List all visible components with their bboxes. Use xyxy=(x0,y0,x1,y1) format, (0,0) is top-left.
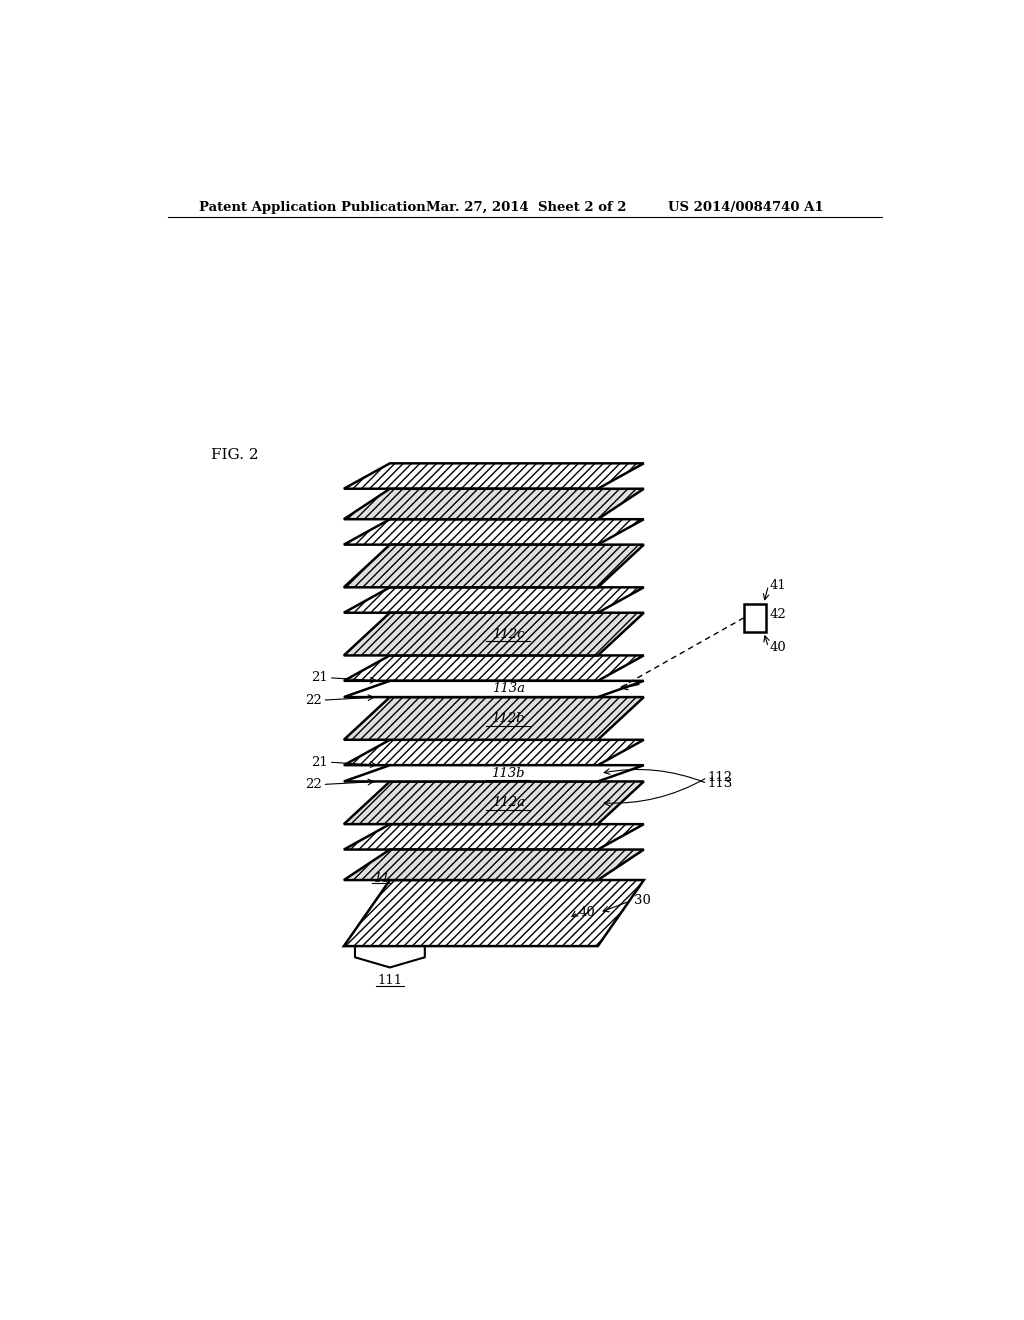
Text: 41: 41 xyxy=(770,578,786,591)
Text: 112b: 112b xyxy=(492,711,525,725)
Text: US 2014/0084740 A1: US 2014/0084740 A1 xyxy=(668,201,823,214)
Polygon shape xyxy=(344,587,644,612)
Polygon shape xyxy=(344,656,644,681)
Text: 40: 40 xyxy=(579,906,596,919)
Polygon shape xyxy=(344,463,644,488)
Text: Patent Application Publication: Patent Application Publication xyxy=(200,201,426,214)
Text: 113b: 113b xyxy=(492,767,525,780)
Polygon shape xyxy=(344,781,644,824)
Text: 22: 22 xyxy=(305,693,322,706)
Text: 111: 111 xyxy=(377,974,402,987)
Polygon shape xyxy=(344,488,644,519)
Text: 21: 21 xyxy=(311,755,328,768)
Text: 42: 42 xyxy=(770,609,786,622)
Polygon shape xyxy=(344,681,644,697)
Text: 113a: 113a xyxy=(492,682,524,696)
Polygon shape xyxy=(344,880,644,946)
Text: 40: 40 xyxy=(770,640,786,653)
Polygon shape xyxy=(344,612,644,656)
Polygon shape xyxy=(344,824,644,850)
Polygon shape xyxy=(344,519,644,545)
Text: 112a: 112a xyxy=(492,796,524,809)
Text: 11: 11 xyxy=(374,871,390,884)
Text: Mar. 27, 2014  Sheet 2 of 2: Mar. 27, 2014 Sheet 2 of 2 xyxy=(426,201,626,214)
Polygon shape xyxy=(344,545,644,587)
Bar xyxy=(743,603,766,632)
Text: 22: 22 xyxy=(305,777,322,791)
Polygon shape xyxy=(344,739,644,766)
Text: 30: 30 xyxy=(634,894,651,907)
Text: 21: 21 xyxy=(311,672,328,684)
Polygon shape xyxy=(344,766,644,781)
Polygon shape xyxy=(344,850,644,880)
Text: 113: 113 xyxy=(708,777,732,789)
Polygon shape xyxy=(344,697,644,739)
Text: 112: 112 xyxy=(708,771,732,784)
Text: 112c: 112c xyxy=(492,627,524,640)
Text: FIG. 2: FIG. 2 xyxy=(211,447,259,462)
